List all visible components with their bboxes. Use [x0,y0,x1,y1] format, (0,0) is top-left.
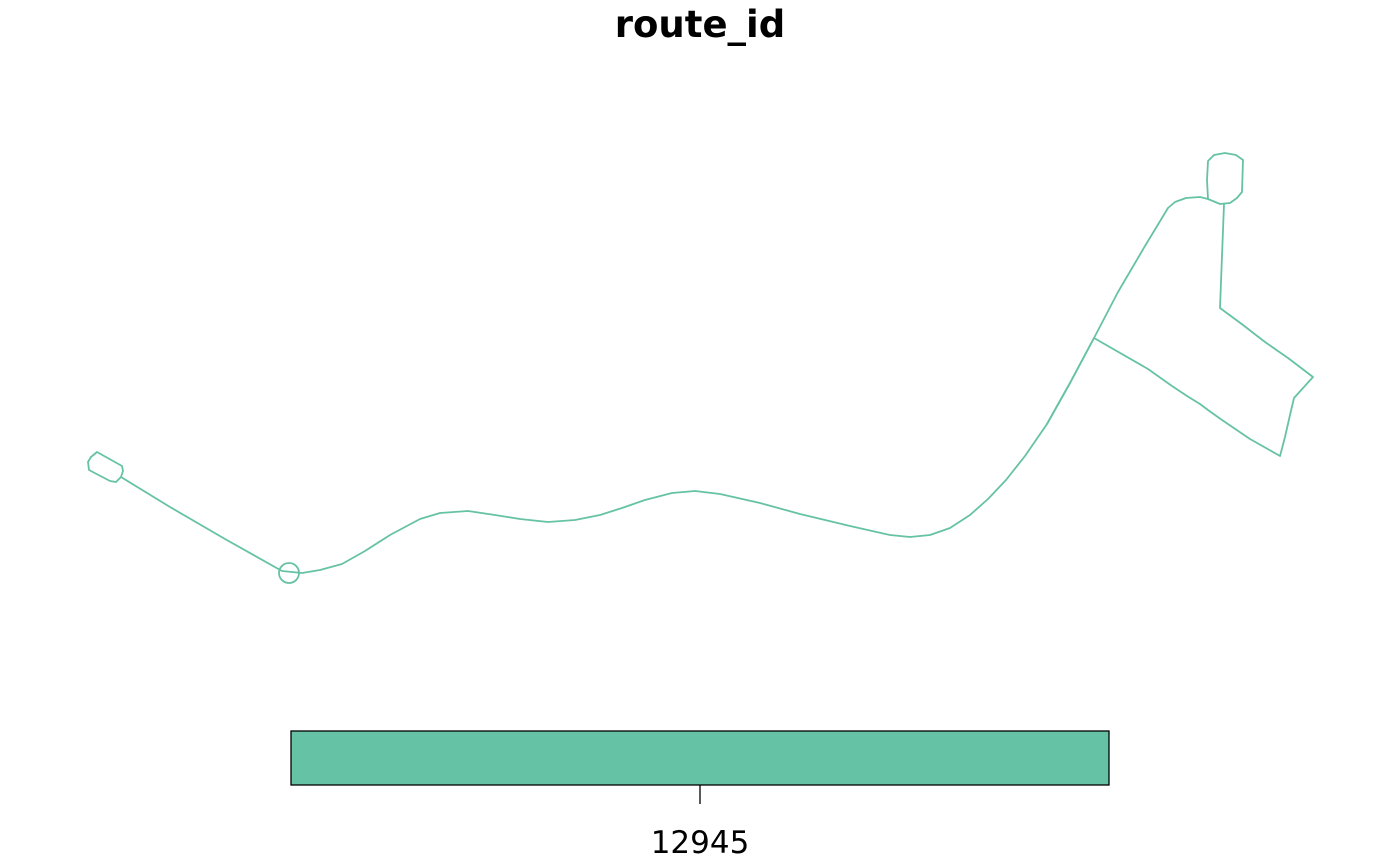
route-segment-ne-loop [1206,152,1244,205]
route-segment-east-branch [1093,203,1314,457]
legend-swatch [290,730,1110,786]
legend: 12945 [290,730,1110,861]
legend-tick-label: 12945 [651,825,750,861]
route-segment-small-loop [278,562,300,584]
map-title: route_id [615,3,785,46]
route-segment-west-loop [87,451,124,483]
route-segment-main [120,196,1209,574]
route-segment-east-spur [1046,337,1095,425]
route-geometry [87,152,1314,584]
